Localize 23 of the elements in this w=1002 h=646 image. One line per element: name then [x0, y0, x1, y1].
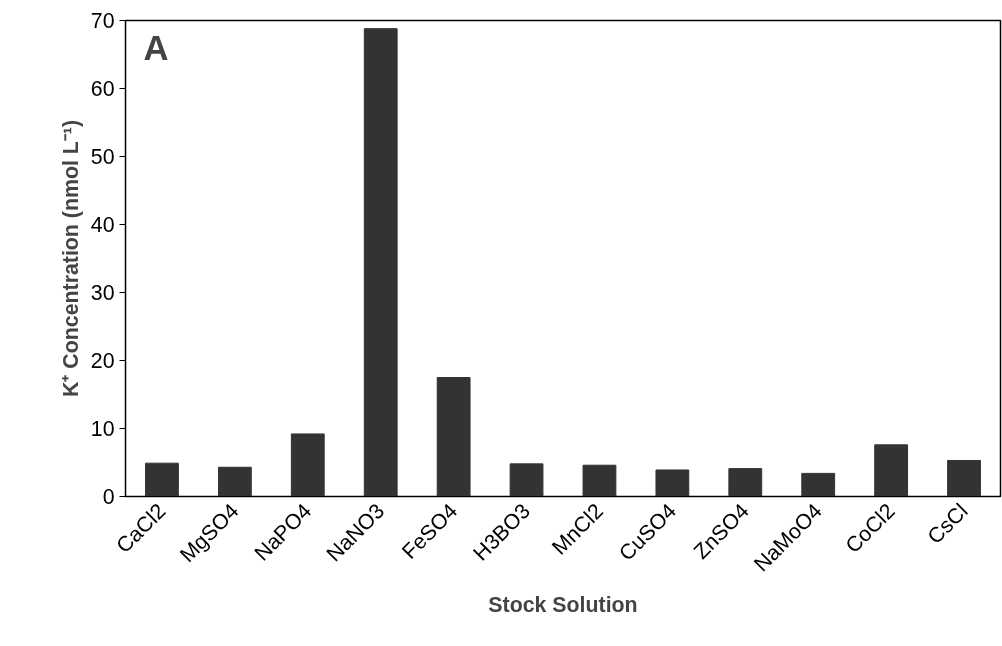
bar — [801, 472, 836, 497]
y-tick-label: 30 — [90, 281, 115, 305]
bar — [509, 463, 544, 497]
bar — [217, 466, 252, 497]
y-tick-label: 0 — [102, 485, 115, 509]
y-tick-label: 40 — [90, 213, 115, 237]
y-tick-label: 10 — [90, 417, 115, 441]
y-tick-label: 50 — [90, 145, 115, 169]
bar — [290, 433, 325, 497]
bar — [655, 469, 690, 497]
y-tick-label: 70 — [90, 9, 115, 33]
bar — [874, 444, 909, 497]
y-tick-label: 60 — [90, 77, 115, 101]
bar — [363, 28, 398, 497]
x-axis-title: Stock Solution — [488, 592, 638, 617]
bar — [947, 459, 981, 497]
bar — [436, 377, 471, 497]
y-axis-title: K⁺ Concentration (nmol L⁻¹) — [58, 119, 83, 398]
y-tick-label: 20 — [90, 349, 115, 373]
bar — [582, 464, 617, 497]
annotation: A — [143, 28, 169, 67]
bar — [728, 468, 763, 497]
bar — [145, 462, 179, 497]
